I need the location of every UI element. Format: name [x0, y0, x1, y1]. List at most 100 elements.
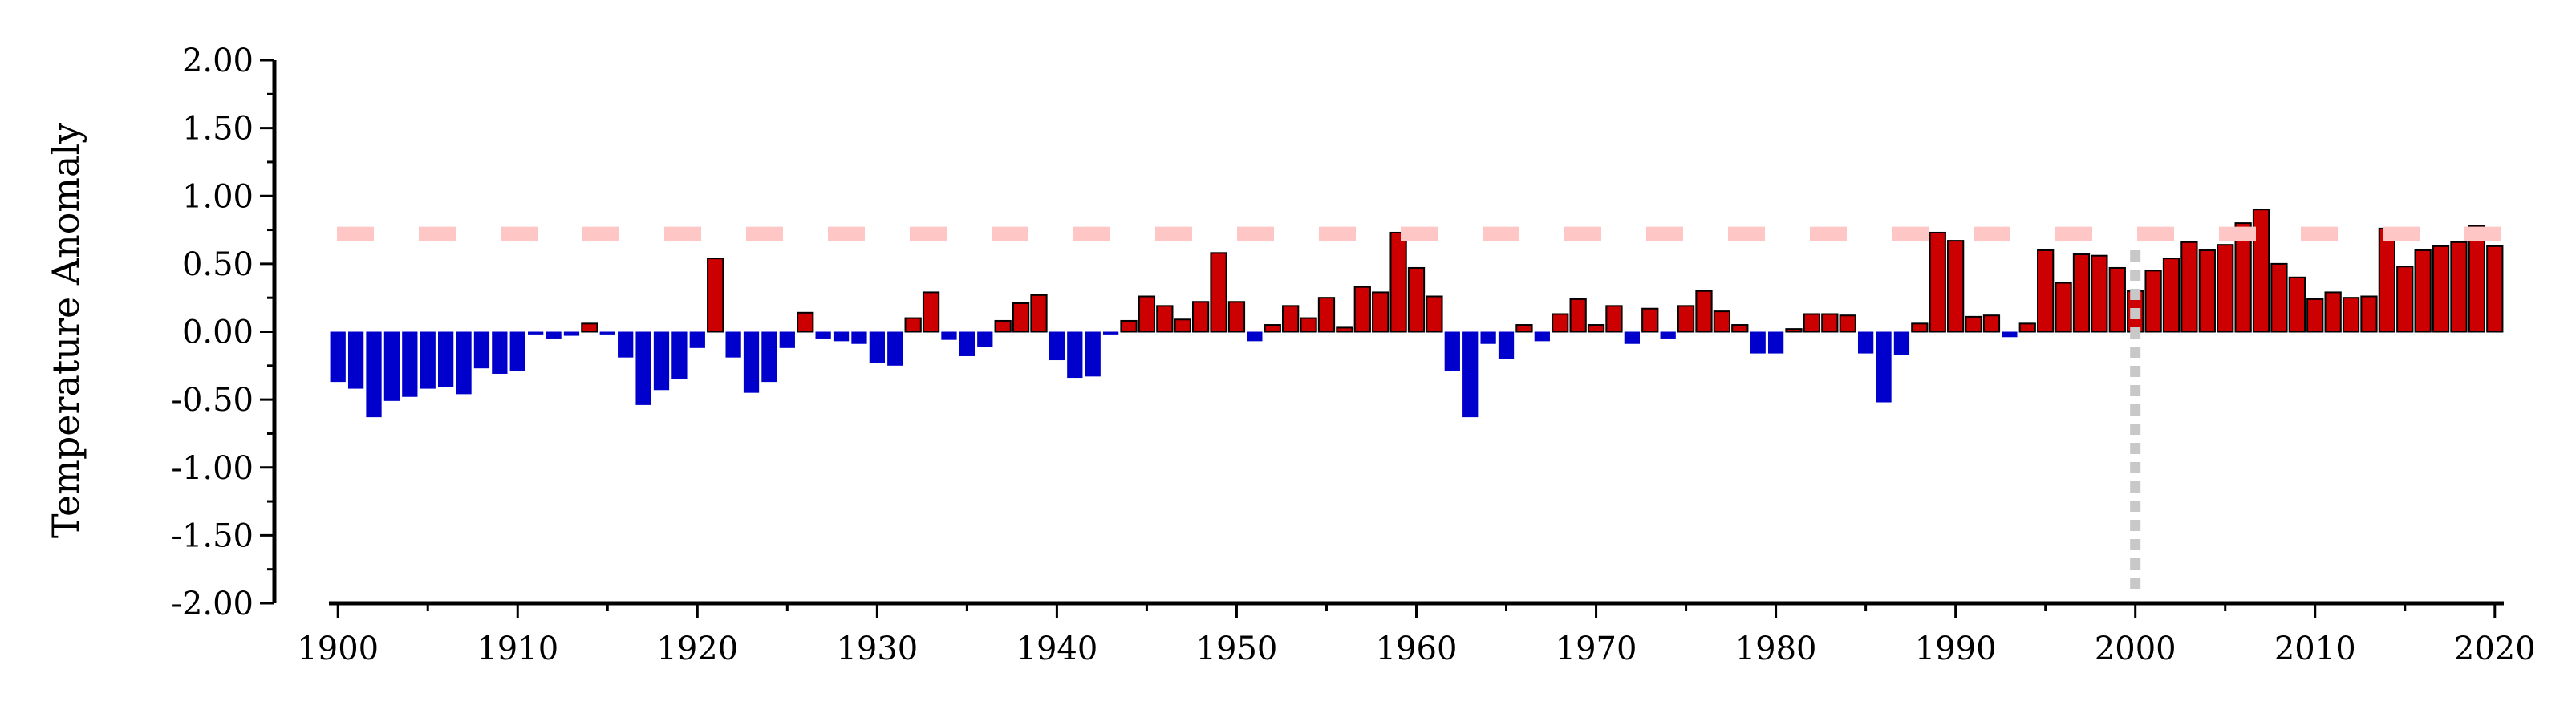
- bar-1994: [2018, 322, 2036, 333]
- bar-1933: [922, 291, 940, 333]
- y-tick-label: 0.00: [182, 314, 254, 351]
- bar-1965: [1498, 331, 1515, 359]
- bar-2017: [2432, 245, 2450, 333]
- bar-1923: [743, 331, 760, 393]
- bar-1985: [1857, 331, 1874, 354]
- bar-1936: [977, 331, 993, 347]
- bar-1937: [994, 319, 1012, 333]
- bar-1976: [1695, 290, 1713, 333]
- bar-1925: [779, 331, 795, 348]
- bar-1948: [1192, 301, 1210, 333]
- bar-1972: [1624, 331, 1640, 344]
- bar-1991: [1965, 315, 1982, 333]
- bar-1910: [509, 331, 525, 371]
- y-tick-label: -1.50: [171, 517, 254, 554]
- bar-1975: [1677, 305, 1695, 333]
- bar-1932: [904, 317, 922, 333]
- y-tick-label: 0.50: [182, 246, 254, 283]
- bar-1917: [635, 331, 651, 405]
- bar-1996: [2055, 282, 2072, 333]
- bar-2019: [2468, 225, 2486, 333]
- bar-2006: [2234, 222, 2252, 333]
- bar-1947: [1174, 318, 1191, 333]
- bar-1964: [1480, 331, 1496, 344]
- x-tick-label: 2000: [2095, 631, 2176, 667]
- y-axis-title: Temperature Anomaly: [44, 123, 87, 538]
- bar-1955: [1317, 297, 1336, 333]
- bar-1982: [1803, 313, 1821, 333]
- bar-2015: [2396, 266, 2414, 333]
- bar-2004: [2198, 249, 2216, 333]
- bar-1916: [618, 331, 634, 358]
- bar-1984: [1839, 314, 1856, 333]
- x-tick-label: 1980: [1735, 631, 1817, 667]
- bar-1967: [1534, 331, 1550, 342]
- bar-1946: [1156, 305, 1174, 333]
- bar-2009: [2288, 276, 2306, 333]
- bar-2016: [2414, 249, 2432, 333]
- bar-1987: [1893, 331, 1910, 355]
- bar-2012: [2342, 297, 2360, 333]
- bar-1988: [1911, 322, 1929, 333]
- bar-1993: [2002, 331, 2018, 338]
- bar-1915: [599, 331, 615, 335]
- axes-layer: 2.00 1.50 1.00 0.50 0.00 -0.50 -1.00 -1.50 -2.00…: [171, 43, 2535, 667]
- x-tick-label: 2010: [2274, 631, 2356, 667]
- bar-1906: [438, 331, 454, 387]
- x-tick-label: 1970: [1556, 631, 1637, 667]
- bar-1983: [1821, 313, 1839, 333]
- bar-1957: [1353, 286, 1371, 333]
- bar-1944: [1120, 319, 1138, 333]
- bar-2002: [2162, 258, 2180, 333]
- bar-1919: [671, 331, 688, 379]
- bar-1943: [1102, 331, 1119, 335]
- bar-1902: [366, 331, 382, 418]
- bar-1908: [473, 331, 490, 369]
- bar-1918: [653, 331, 670, 391]
- bar-1956: [1336, 326, 1353, 333]
- bar-1900: [330, 331, 346, 383]
- bar-2007: [2252, 209, 2270, 333]
- bar-1934: [941, 331, 957, 340]
- bar-1901: [347, 331, 364, 389]
- bar-2013: [2360, 295, 2378, 333]
- bar-1941: [1067, 331, 1083, 379]
- bar-1952: [1264, 324, 1281, 333]
- bar-1940: [1049, 331, 1065, 361]
- bar-1999: [2108, 266, 2126, 333]
- bar-1963: [1462, 331, 1479, 418]
- bar-1909: [492, 331, 508, 374]
- bar-1942: [1085, 331, 1101, 377]
- bar-1914: [581, 322, 598, 333]
- bar-1935: [959, 331, 976, 356]
- y-tick-label: 1.50: [182, 111, 254, 148]
- bar-1969: [1569, 298, 1587, 333]
- bar-1998: [2091, 254, 2108, 333]
- bar-1939: [1030, 294, 1048, 333]
- x-tick-label: 1920: [656, 631, 738, 667]
- bar-1921: [707, 258, 724, 333]
- bar-1911: [528, 331, 544, 335]
- bar-2020: [2486, 245, 2504, 333]
- bar-2018: [2450, 241, 2468, 333]
- bars-layer: [330, 209, 2504, 418]
- bar-1989: [1929, 231, 1946, 333]
- bar-1978: [1731, 324, 1749, 333]
- bar-1907: [456, 331, 472, 395]
- bar-1938: [1012, 302, 1030, 333]
- x-tick-label: 1950: [1196, 631, 1278, 667]
- bar-1992: [1982, 314, 2001, 333]
- x-tick-label: 2020: [2454, 631, 2536, 667]
- bar-1980: [1767, 331, 1784, 354]
- bar-1930: [869, 331, 885, 363]
- bar-1929: [851, 331, 867, 344]
- bar-1920: [689, 331, 705, 348]
- bar-1949: [1210, 252, 1227, 333]
- bar-1931: [887, 331, 903, 366]
- x-tick-label: 1930: [836, 631, 918, 667]
- bar-2001: [2144, 270, 2162, 333]
- bar-1958: [1372, 291, 1389, 333]
- reference-lines-layer: [337, 226, 2504, 590]
